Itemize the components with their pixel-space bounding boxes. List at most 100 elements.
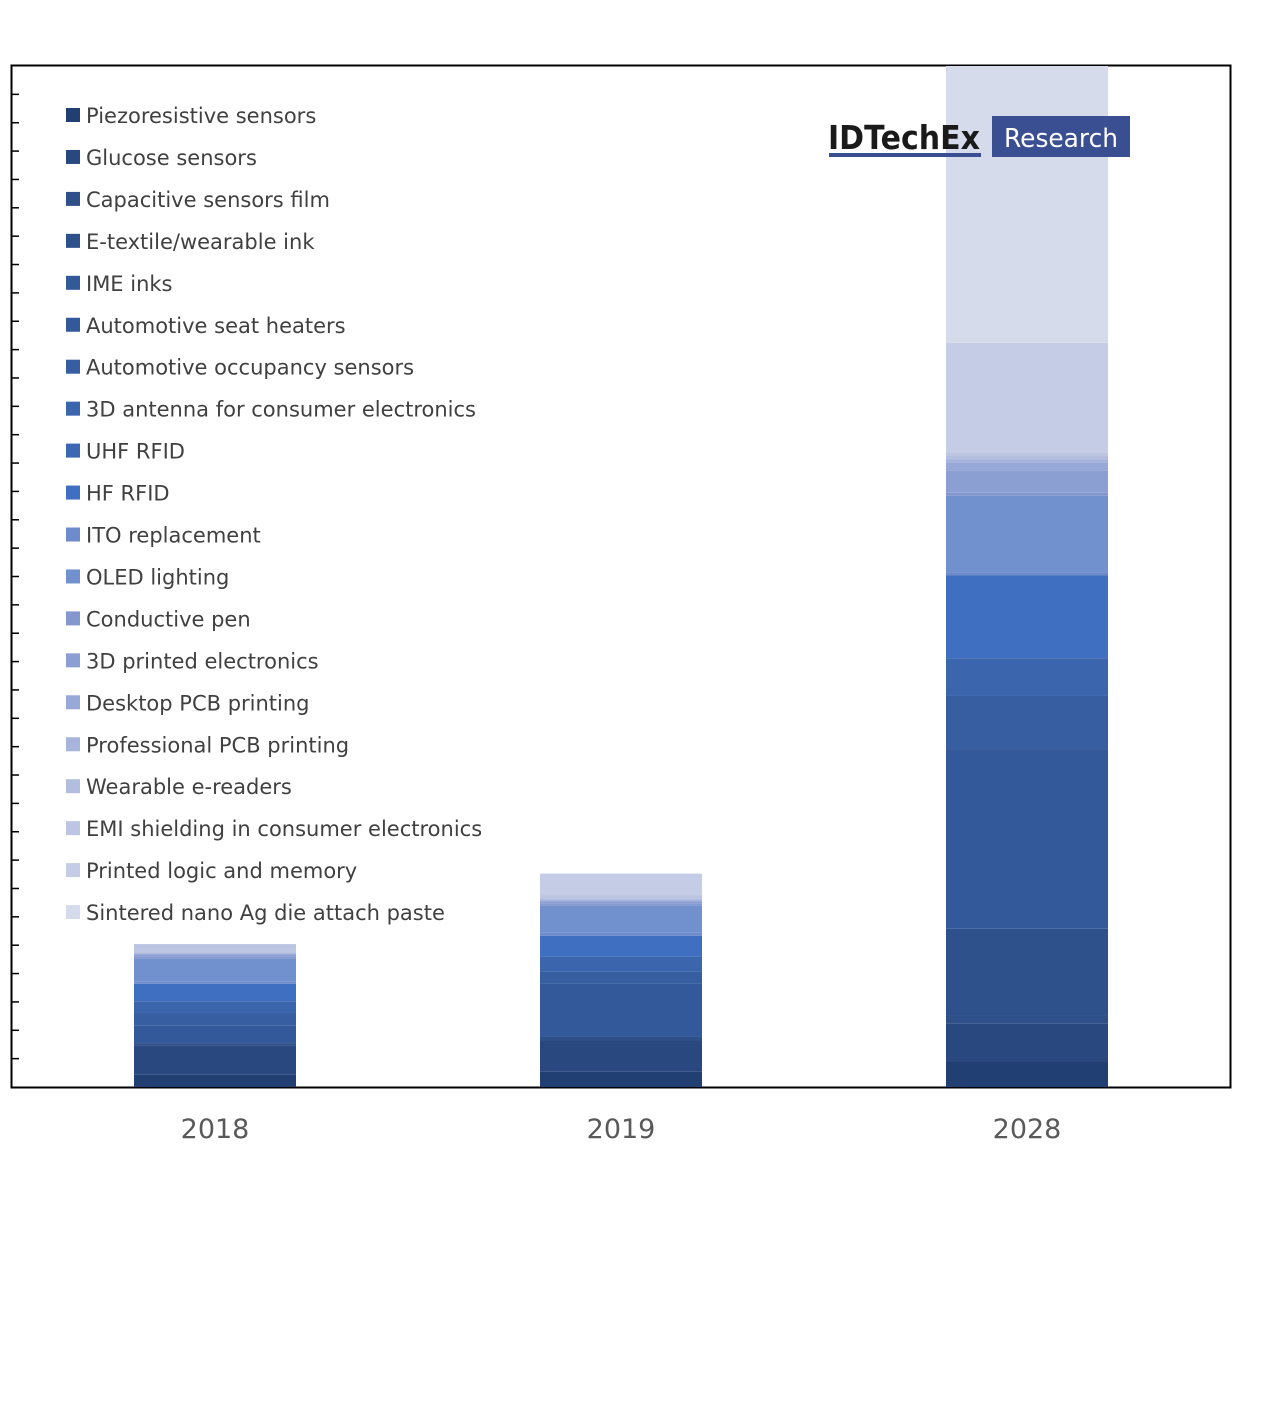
legend-item: Wearable e-readers [66, 775, 292, 799]
bar-segment [946, 575, 1108, 659]
legend-swatch [66, 443, 80, 458]
bar-segment [540, 1036, 702, 1041]
legend-item: EMI shielding in consumer electronics [66, 817, 482, 841]
legend-swatch [66, 569, 80, 584]
legend-item: Desktop PCB printing [66, 691, 310, 715]
bar-segment [946, 342, 1108, 453]
legend-label: Automotive occupancy sensors [86, 356, 414, 380]
legend-swatch [66, 317, 80, 332]
x-tick-label: 2019 [587, 1114, 656, 1145]
legend-swatch [66, 653, 80, 668]
bar-segment [946, 452, 1108, 457]
legend-label: E-textile/wearable ink [86, 230, 315, 254]
legend-label: Automotive seat heaters [86, 314, 346, 338]
legend-item: Automotive occupancy sensors [66, 356, 414, 380]
legend-item: ITO replacement [66, 524, 261, 548]
bar-segment [540, 1040, 702, 1072]
legend-label: ITO replacement [86, 524, 261, 548]
logo-underline [829, 153, 981, 157]
legend-swatch [66, 149, 80, 164]
bar-segment [946, 459, 1108, 463]
bar-segment [946, 572, 1108, 576]
bar-segment [540, 903, 702, 906]
legend: Piezoresistive sensors Glucose sensors Cap… [66, 104, 482, 925]
legend-label: HF RFID [86, 482, 170, 506]
legend-swatch [66, 821, 80, 836]
legend-label: Wearable e-readers [86, 775, 292, 799]
x-tick-label: 2018 [181, 1114, 250, 1145]
legend-label: Professional PCB printing [86, 733, 349, 757]
legend-swatch [66, 191, 80, 206]
bar-segment [134, 1025, 296, 1044]
bar-segment [540, 900, 702, 902]
bar-segment [540, 895, 702, 900]
bar-segment [134, 1045, 296, 1075]
legend-item: E-textile/wearable ink [66, 230, 315, 254]
bar-segment [540, 899, 702, 901]
bar-segment [540, 905, 702, 933]
bar-segment [134, 956, 296, 959]
legend-label: EMI shielding in consumer electronics [86, 817, 482, 841]
bar-segment [134, 1013, 296, 1026]
legend-item: IME inks [66, 272, 173, 296]
legend-swatch [66, 485, 80, 500]
legend-label: 3D printed electronics [86, 649, 319, 673]
bar-segment [946, 470, 1108, 493]
legend-label: Printed logic and memory [86, 859, 357, 883]
bar-segment [946, 1061, 1108, 1087]
legend-swatch [66, 695, 80, 710]
bar-segment [946, 928, 1108, 1016]
legend-swatch [66, 905, 80, 920]
legend-item: Sintered nano Ag die attach paste [66, 901, 445, 925]
bar-segment [946, 1023, 1108, 1062]
bar-segment [134, 981, 296, 984]
bar-segment [540, 1071, 702, 1087]
bar-segment [134, 983, 296, 1002]
legend-item: OLED lighting [66, 565, 229, 589]
legend-swatch [66, 233, 80, 248]
legend-swatch [66, 108, 80, 122]
legend-label: Glucose sensors [86, 146, 257, 170]
legend-item: Piezoresistive sensors [66, 104, 316, 128]
x-tick-label: 2028 [993, 1114, 1062, 1145]
logo-brand: IDTechEx [828, 118, 980, 157]
bar-segment [540, 935, 702, 957]
bar-segment [946, 456, 1108, 460]
bar-segment [946, 492, 1108, 496]
legend-item: Conductive pen [66, 607, 251, 631]
bars [134, 66, 1108, 1087]
legend-item: Automotive seat heaters [66, 314, 346, 338]
legend-item: HF RFID [66, 482, 170, 506]
legend-swatch [66, 401, 80, 416]
legend-label: Sintered nano Ag die attach paste [86, 901, 445, 925]
bar-segment [946, 749, 1108, 929]
bar-segment [134, 1001, 296, 1014]
legend-item: 3D printed electronics [66, 649, 319, 673]
legend-item: Glucose sensors [66, 146, 257, 170]
legend-item: UHF RFID [66, 440, 185, 464]
legend-swatch [66, 611, 80, 626]
bar-segment [134, 944, 296, 954]
legend-item: 3D antenna for consumer electronics [66, 398, 476, 422]
bar-segment [540, 873, 702, 896]
bar-segment [134, 1043, 296, 1046]
legend-label: Desktop PCB printing [86, 691, 310, 715]
legend-label: Piezoresistive sensors [86, 104, 316, 128]
legend-swatch [66, 359, 80, 374]
bar-segment [946, 495, 1108, 573]
legend-label: UHF RFID [86, 440, 185, 464]
y-axis-ticks [12, 93, 19, 1060]
legend-swatch [66, 779, 80, 794]
bar-segment [540, 956, 702, 972]
legend-item: Professional PCB printing [66, 733, 349, 757]
bar-segment [134, 1074, 296, 1087]
bar-segment [946, 462, 1108, 471]
legend-label: OLED lighting [86, 565, 229, 589]
idtechex-logo: IDTechEx Research [828, 116, 1130, 157]
legend-label: IME inks [86, 272, 173, 296]
bar-segment [540, 901, 702, 904]
legend-label: Conductive pen [86, 607, 251, 631]
legend-swatch [66, 275, 80, 290]
bar-segment [540, 971, 702, 984]
